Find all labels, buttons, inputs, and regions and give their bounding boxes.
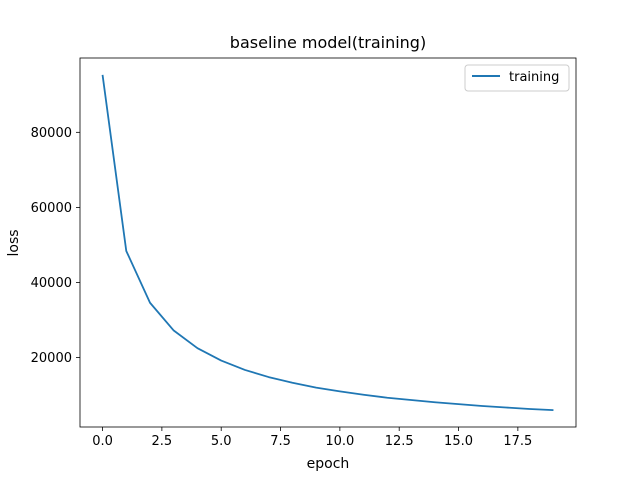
y-axis-label: loss — [6, 229, 22, 256]
y-axis-ticks: 20000 40000 60000 80000 — [31, 126, 80, 366]
y-tick-label: 80000 — [31, 126, 72, 141]
x-axis-label: epoch — [307, 456, 350, 472]
series-line-training — [101, 74, 554, 412]
y-tick-label: 60000 — [31, 201, 72, 216]
chart-title: baseline model(training) — [230, 33, 426, 52]
legend-label-training: training — [509, 70, 559, 85]
y-tick-label: 20000 — [31, 351, 72, 366]
x-tick-label: 5.0 — [211, 434, 232, 449]
y-tick-label: 40000 — [31, 276, 72, 291]
legend: training — [464, 64, 570, 92]
x-tick-label: 7.5 — [270, 434, 291, 449]
x-tick-label: 15.0 — [444, 434, 473, 449]
x-tick-label: 12.5 — [385, 434, 414, 449]
plot-area-frame — [79, 57, 577, 428]
x-axis-ticks: 0.0 2.5 5.0 7.5 10.0 12.5 15.0 17.5 — [92, 427, 532, 449]
legend-box — [464, 64, 570, 92]
x-tick-label: 17.5 — [503, 434, 532, 449]
x-tick-label: 10.0 — [325, 434, 354, 449]
plot-series — [101, 74, 554, 412]
x-tick-label: 0.0 — [92, 434, 113, 449]
x-tick-label: 2.5 — [152, 434, 173, 449]
